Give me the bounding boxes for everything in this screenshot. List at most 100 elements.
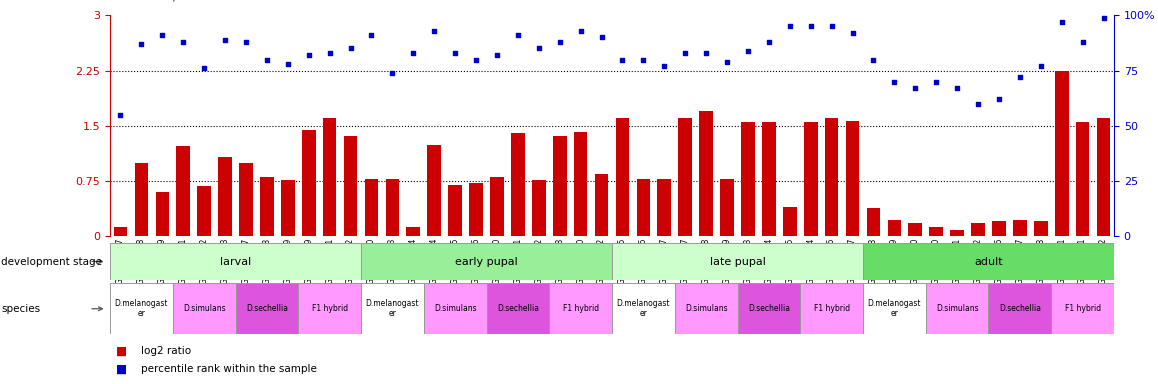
Point — [655, 63, 674, 69]
Point — [948, 85, 967, 91]
Text: D.melanogast
er: D.melanogast er — [115, 300, 168, 318]
Text: D.sechellia: D.sechellia — [245, 304, 288, 313]
Text: development stage: development stage — [1, 257, 102, 266]
Text: D.simulans: D.simulans — [434, 304, 476, 313]
Bar — [110, 283, 173, 334]
Point — [174, 39, 192, 45]
Point — [153, 32, 171, 38]
Point — [760, 39, 778, 45]
Point — [571, 28, 589, 34]
Point — [404, 50, 423, 56]
Point — [718, 59, 736, 65]
Text: adult: adult — [974, 257, 1003, 266]
Bar — [110, 243, 361, 280]
Text: D.simulans: D.simulans — [936, 304, 979, 313]
Bar — [235, 283, 299, 334]
Text: late pupal: late pupal — [710, 257, 765, 266]
Point — [529, 45, 548, 51]
Bar — [1051, 283, 1114, 334]
Text: D.melanogast
er: D.melanogast er — [867, 300, 921, 318]
Point — [990, 96, 1009, 103]
Bar — [616, 118, 629, 236]
Point — [111, 112, 130, 118]
Point — [926, 79, 945, 85]
Bar — [113, 227, 127, 236]
Bar — [365, 179, 379, 236]
Bar — [552, 136, 566, 236]
Bar — [549, 283, 611, 334]
Text: log2 ratio: log2 ratio — [141, 346, 191, 356]
Bar — [361, 243, 611, 280]
Bar — [925, 283, 989, 334]
Text: ■: ■ — [116, 363, 127, 376]
Bar — [261, 177, 273, 236]
Text: percentile rank within the sample: percentile rank within the sample — [141, 364, 317, 374]
Text: F1 hybrid: F1 hybrid — [312, 304, 347, 313]
Text: D.simulans: D.simulans — [183, 304, 226, 313]
Point — [906, 85, 924, 91]
Point — [467, 56, 485, 63]
Text: F1 hybrid: F1 hybrid — [814, 304, 850, 313]
Bar — [951, 230, 963, 236]
Text: D.melanogast
er: D.melanogast er — [366, 300, 419, 318]
Point — [446, 50, 464, 56]
Bar — [1034, 222, 1048, 236]
Point — [739, 48, 757, 54]
Bar — [299, 283, 361, 334]
Point — [864, 56, 882, 63]
Bar — [930, 227, 943, 236]
Bar — [863, 283, 925, 334]
Bar — [323, 118, 337, 236]
Text: ■: ■ — [116, 345, 127, 358]
Bar — [741, 122, 755, 236]
Point — [780, 23, 799, 30]
Bar — [675, 283, 738, 334]
Point — [132, 41, 151, 47]
Text: D.simulans: D.simulans — [684, 304, 727, 313]
Bar — [738, 283, 800, 334]
Point — [697, 50, 716, 56]
Point — [300, 52, 318, 58]
Text: F1 hybrid: F1 hybrid — [1064, 304, 1101, 313]
Bar — [424, 283, 486, 334]
Bar — [637, 179, 650, 236]
Bar — [240, 162, 252, 236]
Bar — [887, 220, 901, 236]
Point — [801, 23, 820, 30]
Bar — [863, 243, 1114, 280]
Bar — [155, 192, 169, 236]
Point — [383, 70, 402, 76]
Point — [550, 39, 569, 45]
Bar — [658, 179, 672, 236]
Text: D.sechellia: D.sechellia — [748, 304, 790, 313]
Bar — [804, 122, 818, 236]
Text: GDS3835 / 20498: GDS3835 / 20498 — [110, 0, 221, 2]
Text: early pupal: early pupal — [455, 257, 518, 266]
Bar — [176, 146, 190, 236]
Point — [1094, 15, 1113, 21]
Bar — [173, 283, 235, 334]
Bar — [532, 180, 545, 236]
Bar — [134, 162, 148, 236]
Point — [1032, 63, 1050, 69]
Point — [257, 56, 276, 63]
Point — [969, 101, 988, 107]
Bar — [427, 145, 441, 236]
Bar — [344, 136, 358, 236]
Text: D.sechellia: D.sechellia — [999, 304, 1041, 313]
Point — [1073, 39, 1092, 45]
Bar — [218, 157, 232, 236]
Text: D.sechellia: D.sechellia — [497, 304, 538, 313]
Point — [342, 45, 360, 51]
Bar — [448, 185, 462, 236]
Bar — [1055, 71, 1069, 236]
Bar — [511, 133, 525, 236]
Bar — [866, 208, 880, 236]
Point — [321, 50, 339, 56]
Bar — [361, 283, 424, 334]
Text: larval: larval — [220, 257, 251, 266]
Point — [1011, 74, 1029, 80]
Bar — [992, 222, 1006, 236]
Bar — [611, 243, 863, 280]
Bar — [845, 121, 859, 236]
